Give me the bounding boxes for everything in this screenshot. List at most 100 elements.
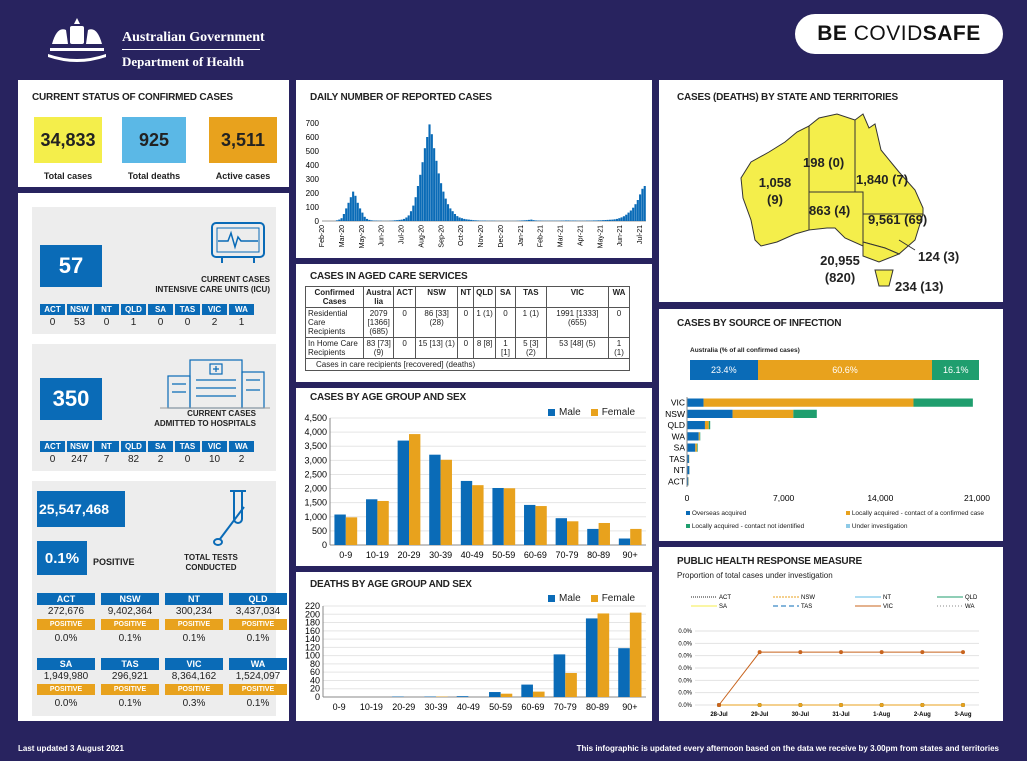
phrm-chart: ACT NSW NT QLD SA TAS VIC WA 0.0% 0.0% 0.0% 0.0% 0.0… bbox=[678, 595, 979, 718]
hospital-value-nt: 7 bbox=[103, 454, 110, 465]
icu-state-nsw: NSW bbox=[67, 304, 92, 315]
hospital-value-act: 0 bbox=[49, 454, 56, 465]
daily-bar bbox=[470, 219, 473, 221]
age-sex-legend: Male Female bbox=[548, 407, 635, 418]
icu-state-wa: WA bbox=[229, 304, 254, 315]
y-tick-label: 4,000 bbox=[304, 427, 327, 437]
daily-bar bbox=[412, 205, 415, 221]
daily-bar bbox=[365, 218, 369, 221]
bar-male bbox=[521, 684, 533, 697]
tests-state-vic: VIC bbox=[165, 658, 223, 670]
aged-care-table: Confirmed Cases Austra lia ACT NSW NT QL… bbox=[305, 286, 630, 371]
map-vic bbox=[862, 241, 901, 263]
icu-value: 57 bbox=[40, 245, 102, 287]
status-title: CURRENT STATUS OF CONFIRMED CASES bbox=[32, 92, 233, 103]
x-tick-label: Apr-21 bbox=[577, 225, 584, 246]
daily-bar bbox=[532, 220, 535, 221]
aged-col-australia: Austra lia bbox=[362, 286, 395, 308]
x-tick-label: 28-Jul bbox=[710, 712, 728, 718]
hospital-caption-line1: CURRENT CASES bbox=[187, 409, 256, 418]
tests-card: 25,547,468 0.1% POSITIVE TOTAL TESTS CON… bbox=[32, 481, 287, 716]
tests-positive-tag: POSITIVE bbox=[37, 619, 95, 630]
legend-unidentified-label: Locally acquired - contact not identifie… bbox=[691, 523, 805, 530]
dept-title: Department of Health bbox=[122, 54, 245, 69]
bar-male bbox=[587, 528, 599, 545]
covidsafe-badge: BE COVID SAFE bbox=[795, 14, 1003, 54]
tests-value-nsw: 9,402,364 bbox=[107, 606, 153, 617]
legend-label: ACT bbox=[719, 595, 731, 601]
x-tick-label: May-21 bbox=[597, 225, 604, 248]
series-line bbox=[718, 651, 963, 706]
legend-female: Female bbox=[601, 593, 636, 604]
aus-source-overseas: 23.4% bbox=[690, 360, 758, 380]
x-tick-label: 30-39 bbox=[429, 550, 452, 560]
daily-bar bbox=[342, 214, 345, 221]
y-tick-label: 200 bbox=[306, 189, 320, 198]
daily-bar bbox=[345, 208, 348, 221]
series-point bbox=[961, 650, 965, 655]
daily-bar bbox=[615, 218, 619, 221]
x-tick-label: 10-19 bbox=[360, 702, 383, 712]
tests-state-act: ACT bbox=[37, 593, 95, 605]
aged-cell: 8 [8] bbox=[473, 337, 497, 359]
tests-caption-line1: TOTAL TESTS bbox=[184, 553, 238, 562]
daily-bar bbox=[430, 134, 433, 221]
aged-cell: 1991 [1333] (655) bbox=[545, 307, 610, 338]
y-tick-label: 3,000 bbox=[304, 455, 327, 465]
tests-pct-vic: 0.3% bbox=[182, 698, 206, 709]
series-point bbox=[920, 703, 925, 707]
legend-label: QLD bbox=[965, 595, 978, 601]
bar-male bbox=[492, 487, 504, 545]
bar-male bbox=[456, 696, 469, 697]
daily-bar bbox=[567, 220, 570, 221]
aged-cell: 86 [33] (28) bbox=[414, 307, 459, 338]
hospital-state-act: ACT bbox=[40, 441, 65, 452]
daily-bar bbox=[456, 216, 459, 221]
daily-cases-panel: DAILY NUMBER OF REPORTED CASES 0 100 200 30… bbox=[296, 80, 652, 258]
tests-value-qld: 3,437,034 bbox=[235, 606, 281, 617]
x-tick-label: Nov-20 bbox=[478, 225, 485, 248]
y-tick-label: 100 bbox=[306, 203, 320, 212]
daily-bar bbox=[444, 198, 447, 221]
y-tick-label: 4,500 bbox=[304, 413, 327, 423]
x-tick-label: Jun-21 bbox=[617, 225, 624, 247]
x-tick-label: Mar-20 bbox=[339, 225, 346, 247]
hospital-value-wa: 2 bbox=[238, 454, 245, 465]
legend-overseas-label: Overseas acquired bbox=[691, 510, 747, 517]
daily-bar bbox=[639, 194, 642, 221]
map-title: CASES (DEATHS) BY STATE AND TERRITORIES bbox=[677, 92, 898, 103]
hospital-state-nt: NT bbox=[94, 441, 119, 452]
y-tick-label: 500 bbox=[306, 147, 320, 156]
total-deaths-label: Total deaths bbox=[127, 171, 181, 181]
icu-value-tas: 0 bbox=[184, 317, 191, 328]
source-legend: Overseas acquired Locally acquired - con… bbox=[686, 510, 1006, 530]
y-tick-label: 600 bbox=[306, 133, 320, 142]
daily-bar bbox=[409, 211, 413, 221]
tests-value-tas: 296,921 bbox=[111, 671, 149, 682]
y-tick-label: 200 bbox=[305, 609, 320, 619]
hospital-state-wa: WA bbox=[229, 441, 254, 452]
x-tick-label: Jul-21 bbox=[637, 225, 644, 244]
aged-col-nsw: NSW bbox=[414, 286, 459, 308]
x-tick-label: May-20 bbox=[359, 225, 366, 248]
hospital-caption: CURRENT CASES ADMITTED TO HOSPITALS bbox=[106, 409, 256, 429]
map-panel: CASES (DEATHS) BY STATE AND TERRITORIES … bbox=[659, 80, 1003, 302]
daily-bar bbox=[592, 220, 595, 221]
tests-positive-tag: POSITIVE bbox=[37, 684, 95, 695]
male-swatch bbox=[548, 595, 555, 602]
y-tick-label: 0.0% bbox=[678, 703, 692, 709]
x-tick-label: 29-Jul bbox=[751, 712, 769, 718]
x-tick-label: Feb-20 bbox=[319, 225, 326, 247]
map-label-qld: 1,840 (7) bbox=[856, 172, 909, 187]
tests-value: 25,547,468 bbox=[37, 491, 125, 527]
daily-bar bbox=[428, 124, 431, 221]
y-tick-label: 0.0% bbox=[678, 691, 692, 697]
x-tick-label: Oct-20 bbox=[458, 225, 465, 246]
daily-bar bbox=[437, 173, 440, 221]
source-bar bbox=[687, 466, 690, 475]
tests-pct-tas: 0.1% bbox=[118, 698, 142, 709]
act-pointer bbox=[898, 239, 916, 251]
y-tick-label: 0.0% bbox=[678, 678, 692, 684]
x-tick-label: 50-59 bbox=[489, 702, 512, 712]
